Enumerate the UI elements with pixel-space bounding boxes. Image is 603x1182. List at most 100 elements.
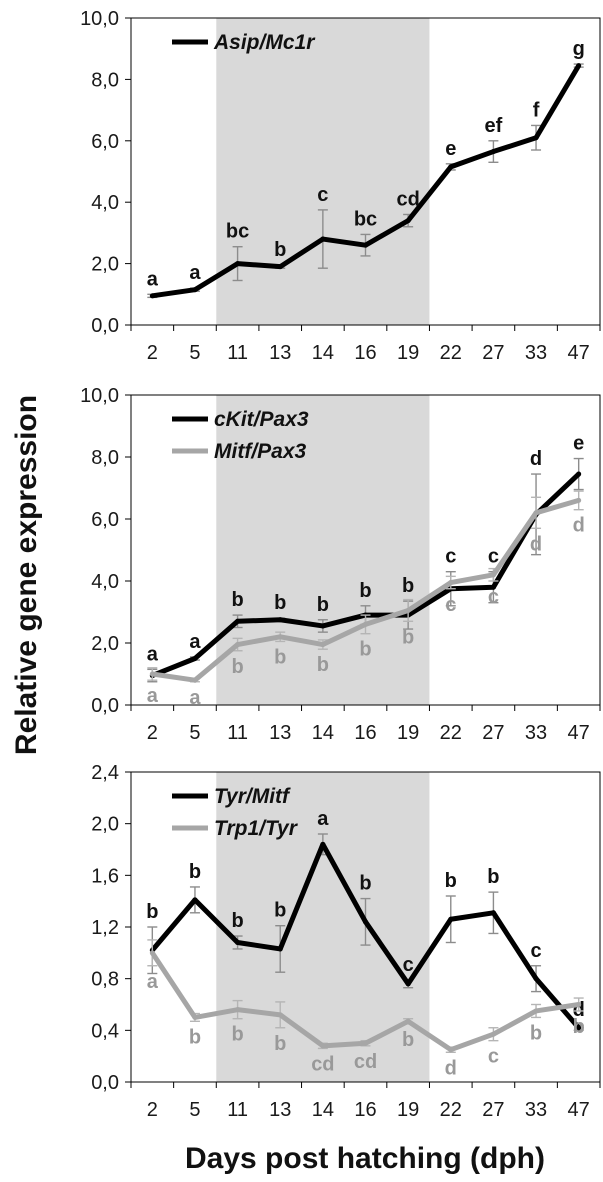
data-point [533, 976, 539, 982]
data-point [576, 497, 582, 503]
significance-letter: b [573, 1016, 585, 1038]
data-point [277, 1012, 283, 1018]
significance-letter: c [488, 546, 499, 568]
significance-letter: cd [311, 1053, 334, 1075]
y-tick-label: 2,0 [91, 814, 119, 836]
legend-label: cKit/Pax3 [214, 408, 309, 431]
significance-letter: e [573, 433, 584, 455]
y-tick-label: 1,6 [91, 865, 119, 887]
y-tick-label: 0,0 [91, 1072, 119, 1094]
significance-letter: b [231, 1024, 243, 1046]
x-tick-label: 13 [269, 342, 291, 364]
data-point [448, 580, 454, 586]
data-point [192, 897, 198, 903]
x-tick-label: 33 [525, 342, 547, 364]
y-tick-label: 4,0 [91, 571, 119, 593]
significance-letter: d [530, 448, 542, 470]
x-tick-label: 13 [269, 722, 291, 744]
significance-letter: b [402, 1029, 414, 1051]
shaded-period [216, 18, 430, 325]
data-point [192, 287, 198, 293]
x-tick-label: 19 [397, 342, 419, 364]
data-point [533, 1008, 539, 1014]
data-point [320, 841, 326, 847]
x-tick-label: 19 [397, 722, 419, 744]
data-point [192, 677, 198, 683]
x-tick-label: 11 [227, 342, 248, 364]
significance-letter: d [530, 533, 542, 555]
significance-letter: cd [354, 1051, 377, 1073]
data-point [576, 471, 582, 477]
y-tick-label: 2,4 [91, 762, 119, 784]
significance-letter: b [402, 626, 414, 648]
y-axis-label: Relative gene expression [10, 395, 43, 755]
significance-letter: ef [485, 115, 503, 137]
x-tick-label: 27 [482, 342, 504, 364]
significance-letter: a [147, 685, 159, 707]
significance-letter: cd [396, 188, 419, 210]
significance-letter: b [530, 1022, 542, 1044]
data-point [448, 1047, 454, 1053]
significance-letter: b [274, 1033, 286, 1055]
significance-letter: a [147, 971, 159, 993]
data-point [235, 1007, 241, 1013]
data-point [192, 656, 198, 661]
x-axis-label: Days post hatching (dph) [185, 1142, 545, 1175]
significance-letter: a [147, 268, 159, 290]
significance-letter: b [402, 575, 414, 597]
x-tick-label: 19 [397, 1099, 419, 1121]
y-tick-label: 10,0 [80, 385, 119, 407]
x-tick-label: 47 [568, 722, 590, 744]
data-point [576, 63, 582, 69]
data-point [277, 617, 283, 623]
significance-letter: f [533, 99, 540, 121]
x-tick-label: 33 [525, 722, 547, 744]
significance-letter: b [317, 594, 329, 616]
legend-label: Mitf/Pax3 [214, 440, 307, 463]
data-point [405, 981, 411, 987]
data-point [320, 1043, 326, 1049]
significance-letter: b [189, 861, 201, 883]
data-point [363, 919, 368, 925]
significance-letter: c [445, 546, 456, 568]
significance-letter: c [488, 586, 499, 608]
x-tick-label: 2 [147, 342, 158, 364]
data-point [533, 135, 539, 141]
y-tick-label: 0,0 [91, 315, 119, 337]
x-tick-label: 16 [354, 1099, 376, 1121]
plot-frame [130, 17, 601, 326]
y-tick-label: 8,0 [91, 69, 119, 91]
significance-letter: a [317, 808, 329, 830]
significance-letter: b [445, 870, 457, 892]
data-point [320, 623, 326, 629]
y-tick-label: 0,0 [91, 695, 119, 717]
y-tick-label: 8,0 [91, 447, 119, 469]
significance-letter: b [231, 589, 243, 611]
significance-letter: a [189, 262, 201, 284]
chart-panel: 0,0 0,4 0,8 1,2 1,6 2,0 2,4 2 5 11 13 14 16 19 22 27 33 4… [91, 762, 601, 1121]
x-tick-label: 14 [312, 342, 334, 364]
data-point [490, 910, 496, 916]
data-point [149, 950, 155, 956]
data-point [405, 218, 411, 224]
x-tick-label: 47 [568, 342, 590, 364]
significance-letter: b [274, 646, 286, 668]
significance-letter: d [445, 1057, 457, 1079]
x-tick-label: 16 [354, 722, 376, 744]
significance-letter: bc [354, 208, 377, 230]
data-point [320, 236, 326, 242]
significance-letter: c [317, 184, 328, 206]
y-tick-label: 10,0 [80, 8, 119, 30]
x-tick-label: 47 [568, 1099, 590, 1121]
data-point [576, 1025, 582, 1031]
x-tick-label: 27 [482, 722, 504, 744]
significance-letter: b [359, 580, 371, 602]
shaded-period [216, 395, 430, 705]
data-point [490, 149, 496, 155]
significance-letter: c [403, 954, 414, 976]
data-point [192, 1014, 198, 1020]
legend-label: Asip/Mc1r [213, 31, 316, 54]
